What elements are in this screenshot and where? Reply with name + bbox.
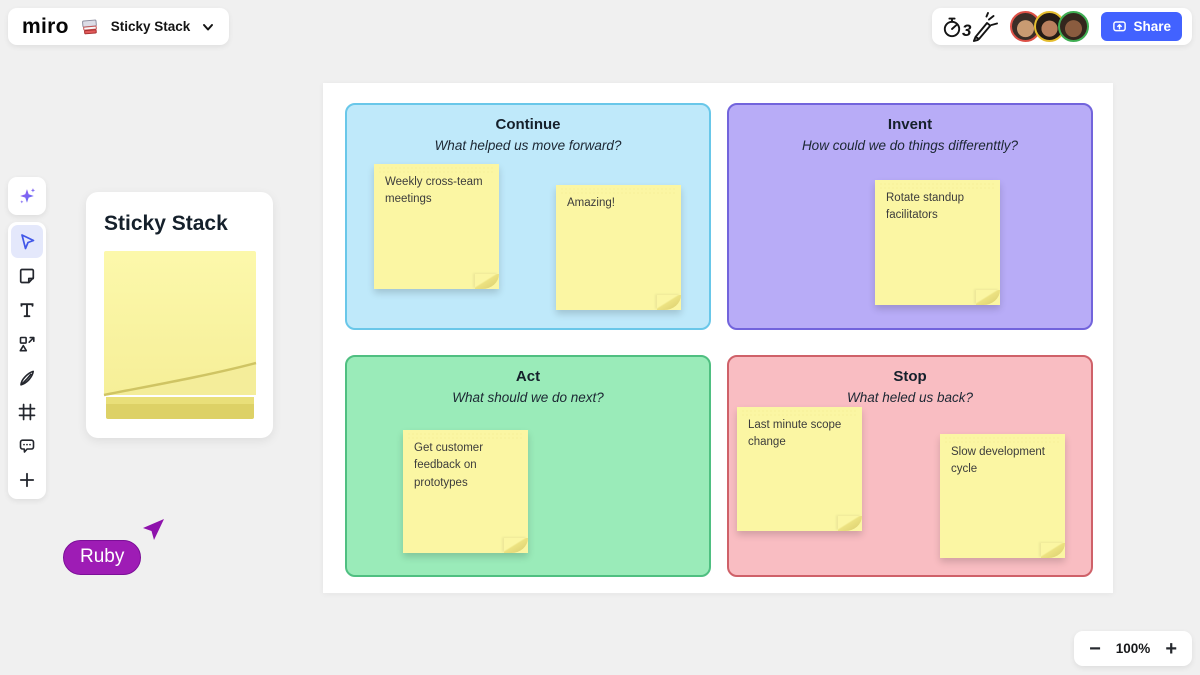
pen-tool[interactable]	[11, 361, 43, 394]
add-tool[interactable]	[11, 463, 43, 496]
sticky-note-tool[interactable]	[11, 259, 43, 292]
sticky-note[interactable]: Slow development cycle	[940, 434, 1065, 558]
shapes-icon	[17, 334, 37, 354]
whiteboard-canvas[interactable]: Continue What helped us move forward? We…	[323, 83, 1113, 593]
zoom-controls: − 100% +	[1074, 631, 1192, 666]
sticky-note[interactable]: Rotate standup facilitators	[875, 180, 1000, 305]
share-button[interactable]: Share	[1101, 12, 1182, 41]
board-name[interactable]: Sticky Stack	[110, 19, 191, 34]
quadrant-invent[interactable]: Invent How could we do things differentt…	[727, 103, 1093, 330]
chevron-down-icon[interactable]	[201, 20, 215, 34]
quadrant-stop[interactable]: Stop What heled us back? Last minute sco…	[727, 355, 1093, 577]
select-cursor-icon	[17, 232, 37, 252]
pen-icon	[17, 368, 37, 388]
sticky-stack-panel: Sticky Stack	[86, 192, 273, 438]
sticky-stack-emoji-icon	[80, 17, 100, 37]
comment-icon	[17, 436, 37, 456]
text-icon	[17, 300, 37, 320]
timer-doodle-icon: 3	[942, 11, 999, 42]
quadrant-continue[interactable]: Continue What helped us move forward? We…	[345, 103, 711, 330]
sticky-note[interactable]: Amazing!	[556, 185, 681, 310]
ai-assist-button[interactable]	[8, 177, 46, 215]
frame-icon	[17, 402, 37, 422]
quadrant-subtitle: What should we do next?	[452, 390, 604, 405]
sticky-note[interactable]: Get customer feedback on prototypes	[403, 430, 528, 553]
share-icon	[1112, 19, 1127, 34]
frame-tool[interactable]	[11, 395, 43, 428]
comment-tool[interactable]	[11, 429, 43, 462]
board-switcher: miro Sticky Stack	[8, 8, 230, 45]
sticky-note-icon	[17, 266, 37, 286]
sticky-pad-preview[interactable]	[103, 251, 257, 426]
quadrant-title: Act	[515, 368, 541, 385]
zoom-level[interactable]: 100%	[1115, 641, 1151, 656]
share-label: Share	[1133, 19, 1171, 34]
miro-logo[interactable]: miro	[22, 14, 69, 38]
text-tool[interactable]	[11, 293, 43, 326]
avatar[interactable]	[1058, 11, 1090, 42]
sticky-note[interactable]: Last minute scope change	[737, 407, 862, 531]
zoom-out-button[interactable]: −	[1089, 637, 1101, 660]
quadrant-subtitle: How could we do things differenttly?	[801, 138, 1019, 153]
svg-text:3: 3	[962, 21, 972, 40]
collaborator-cursor-label: Ruby	[63, 540, 142, 575]
ai-sparkle-icon	[17, 186, 38, 207]
zoom-in-button[interactable]: +	[1165, 637, 1177, 660]
quadrant-subtitle: What heled us back?	[846, 390, 974, 405]
tool-palette	[8, 222, 46, 499]
quadrant-subtitle: What helped us move forward?	[434, 138, 622, 153]
topbar-right: 3 Share	[932, 8, 1192, 45]
collaborator-avatars	[1010, 11, 1090, 42]
quadrant-title: Continue	[495, 116, 561, 133]
quadrant-title: Stop	[893, 368, 927, 385]
quadrant-title: Invent	[887, 116, 933, 133]
plus-icon	[17, 470, 37, 490]
collaborator-cursor-icon	[140, 517, 166, 548]
sticky-note[interactable]: Weekly cross-team meetings	[374, 164, 499, 289]
shapes-tool[interactable]	[11, 327, 43, 360]
quadrant-act[interactable]: Act What should we do next? Get customer…	[345, 355, 711, 577]
panel-title: Sticky Stack	[104, 212, 228, 235]
select-cursor-tool[interactable]	[11, 225, 43, 258]
